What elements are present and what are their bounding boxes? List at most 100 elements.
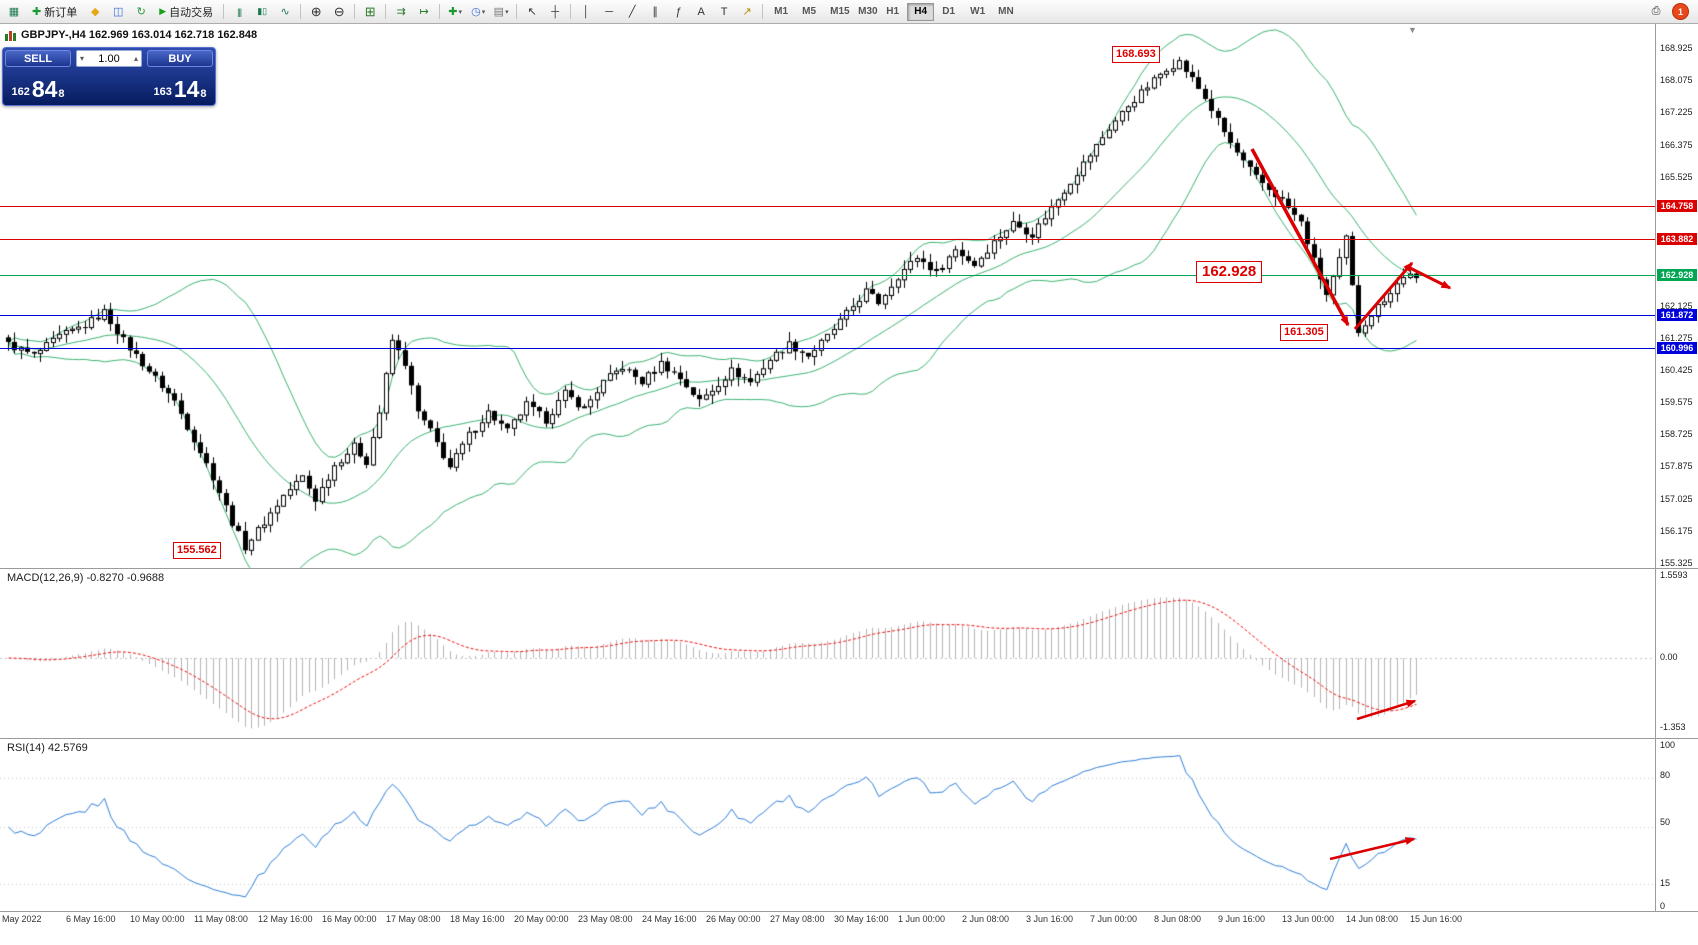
- one-click-trading-panel: SELL ▾ 1.00 ▴ BUY 162 84 8 163 14 8: [2, 47, 216, 106]
- timeframe-M1[interactable]: M1: [767, 3, 794, 21]
- auto-trading-button[interactable]: ▶ 自动交易: [153, 2, 219, 21]
- horizontal-level-line[interactable]: [0, 315, 1655, 316]
- fibonacci-icon[interactable]: ƒ: [675, 5, 682, 18]
- swing-high-callout[interactable]: 168.693: [1112, 46, 1160, 63]
- timeframe-W1[interactable]: W1: [963, 3, 990, 21]
- chart-window-icon[interactable]: ▦: [8, 6, 20, 18]
- market-watch-icon[interactable]: ◫: [113, 6, 124, 18]
- tile-windows-icon[interactable]: ⊞: [364, 3, 376, 19]
- time-axis-label: 26 May 00:00: [706, 914, 761, 924]
- timeframe-M15[interactable]: M15: [823, 3, 850, 21]
- time-axis-label: 8 Jun 08:00: [1154, 914, 1202, 924]
- sell-price[interactable]: 162 84 8: [3, 69, 73, 105]
- time-axis-separator: [0, 911, 1698, 912]
- text-icon[interactable]: A: [697, 5, 705, 18]
- volume-decrease-button[interactable]: ▾: [80, 54, 85, 63]
- timeframe-bar: M1 M5 M15 M30 H1 H4 D1 W1 MN: [767, 2, 1018, 21]
- rsi-axis-tick: 50: [1660, 817, 1671, 827]
- template-menu-button[interactable]: ▤ ▾: [490, 1, 512, 22]
- price-tick: 157.875: [1660, 461, 1693, 472]
- swing-low-callout[interactable]: 155.562: [173, 542, 221, 559]
- horizontal-level-line[interactable]: [0, 348, 1655, 349]
- timeframe-D1[interactable]: D1: [935, 3, 962, 21]
- buy-button[interactable]: BUY: [147, 50, 213, 67]
- recent-low-callout[interactable]: 161.305: [1280, 324, 1328, 341]
- buy-price-prefix: 163: [153, 86, 172, 98]
- period-menu-button[interactable]: ◷ ▾: [467, 1, 489, 22]
- arrows-icon[interactable]: ↗: [742, 6, 752, 18]
- macd-axis-tick: 1.5593: [1660, 570, 1688, 580]
- new-order-button[interactable]: ✚ 新订单: [26, 2, 83, 21]
- price-line-badge: 162.928: [1657, 269, 1697, 282]
- time-axis-label: 10 May 00:00: [130, 914, 185, 924]
- timeframe-M30[interactable]: M30: [851, 3, 878, 21]
- candlestick-chart-icon[interactable]: ▮▯: [257, 6, 268, 16]
- text-label-icon[interactable]: T: [720, 5, 728, 18]
- buy-price[interactable]: 163 14 8: [145, 69, 215, 105]
- time-axis-label: 9 Jun 16:00: [1218, 914, 1266, 924]
- price-tick: 160.425: [1660, 364, 1693, 375]
- horizontal-level-line[interactable]: [0, 239, 1655, 240]
- timeframe-H1[interactable]: H1: [879, 3, 906, 21]
- time-axis-label: 27 May 08:00: [770, 914, 825, 924]
- time-axis-label: 30 May 16:00: [834, 914, 889, 924]
- indicators-icon[interactable]: ◆: [90, 6, 100, 18]
- price-line-badge: 164.758: [1657, 199, 1697, 212]
- volume-input[interactable]: ▾ 1.00 ▴: [76, 50, 142, 67]
- horizontal-level-line[interactable]: [0, 206, 1655, 207]
- buy-price-sup: 8: [200, 88, 207, 100]
- price-tick: 155.325: [1660, 558, 1693, 568]
- rsi-axis-tick: 0: [1660, 901, 1666, 911]
- main-chart-canvas[interactable]: [0, 24, 1698, 945]
- time-axis-label: 14 Jun 08:00: [1346, 914, 1399, 924]
- bar-chart-icon[interactable]: |||: [237, 6, 242, 17]
- price-line-badge: 160.996: [1657, 342, 1697, 355]
- line-chart-icon[interactable]: ∿: [280, 6, 290, 18]
- time-axis-label: 1 Jun 00:00: [898, 914, 946, 924]
- buy-price-big: 14: [173, 76, 200, 102]
- toolbar-separator: [354, 4, 356, 19]
- price-tick: 167.225: [1660, 107, 1693, 118]
- price-tick: 165.525: [1660, 171, 1693, 182]
- horizontal-level-line[interactable]: [0, 275, 1655, 276]
- macd-axis-tick: 0.00: [1660, 652, 1678, 662]
- timeframe-M5[interactable]: M5: [795, 3, 822, 21]
- sell-price-sup: 8: [58, 88, 65, 100]
- channel-icon[interactable]: ∥: [652, 6, 658, 18]
- time-axis-label: 16 May 00:00: [322, 914, 377, 924]
- timeframe-H4[interactable]: H4: [907, 2, 935, 21]
- price-tick: 157.025: [1660, 493, 1693, 504]
- volume-increase-button[interactable]: ▴: [133, 54, 138, 63]
- chart-title-text: GBPJPY-,H4 162.969 163.014 162.718 162.8…: [21, 29, 258, 41]
- price-tick: 161.275: [1660, 332, 1693, 343]
- zoom-out-icon[interactable]: ⊖: [333, 3, 345, 19]
- new-chart-icon: ✚: [448, 6, 458, 18]
- vertical-line-icon[interactable]: │: [582, 5, 590, 18]
- time-axis-label: 3 Jun 16:00: [1026, 914, 1074, 924]
- dropdown-arrow-icon: ▾: [481, 8, 486, 16]
- rsi-axis-tick: 80: [1660, 770, 1671, 780]
- trendline-icon[interactable]: ╱: [628, 6, 636, 18]
- printer-icon[interactable]: ⎙: [1651, 5, 1661, 17]
- horizontal-line-icon[interactable]: ─: [605, 5, 614, 18]
- crosshair-icon[interactable]: ┼: [551, 5, 560, 18]
- price-tick: 156.175: [1660, 525, 1693, 536]
- refresh-icon[interactable]: ↻: [136, 6, 146, 18]
- timeframe-MN[interactable]: MN: [991, 3, 1018, 21]
- time-axis-label: 23 May 08:00: [578, 914, 633, 924]
- cursor-icon[interactable]: ↖: [527, 6, 537, 18]
- dropdown-arrow-icon: ▾: [458, 8, 462, 16]
- time-axis-label: 2 Jun 08:00: [962, 914, 1010, 924]
- rsi-label: RSI(14) 42.5769: [7, 742, 88, 754]
- auto-scroll-icon[interactable]: ⇉: [396, 6, 406, 18]
- time-axis-label: 20 May 00:00: [514, 914, 569, 924]
- toolbar-separator: [762, 4, 764, 19]
- chart-shift-marker[interactable]: ▼: [1408, 25, 1417, 35]
- new-chart-button[interactable]: ✚ ▾: [444, 1, 466, 22]
- zoom-in-icon[interactable]: ⊕: [310, 3, 322, 19]
- level-callout[interactable]: 162.928: [1196, 261, 1263, 283]
- macd-panel-separator: [0, 568, 1698, 569]
- notification-badge[interactable]: 1: [1672, 3, 1689, 20]
- chart-shift-icon[interactable]: ↦: [419, 6, 429, 18]
- sell-button[interactable]: SELL: [5, 50, 71, 67]
